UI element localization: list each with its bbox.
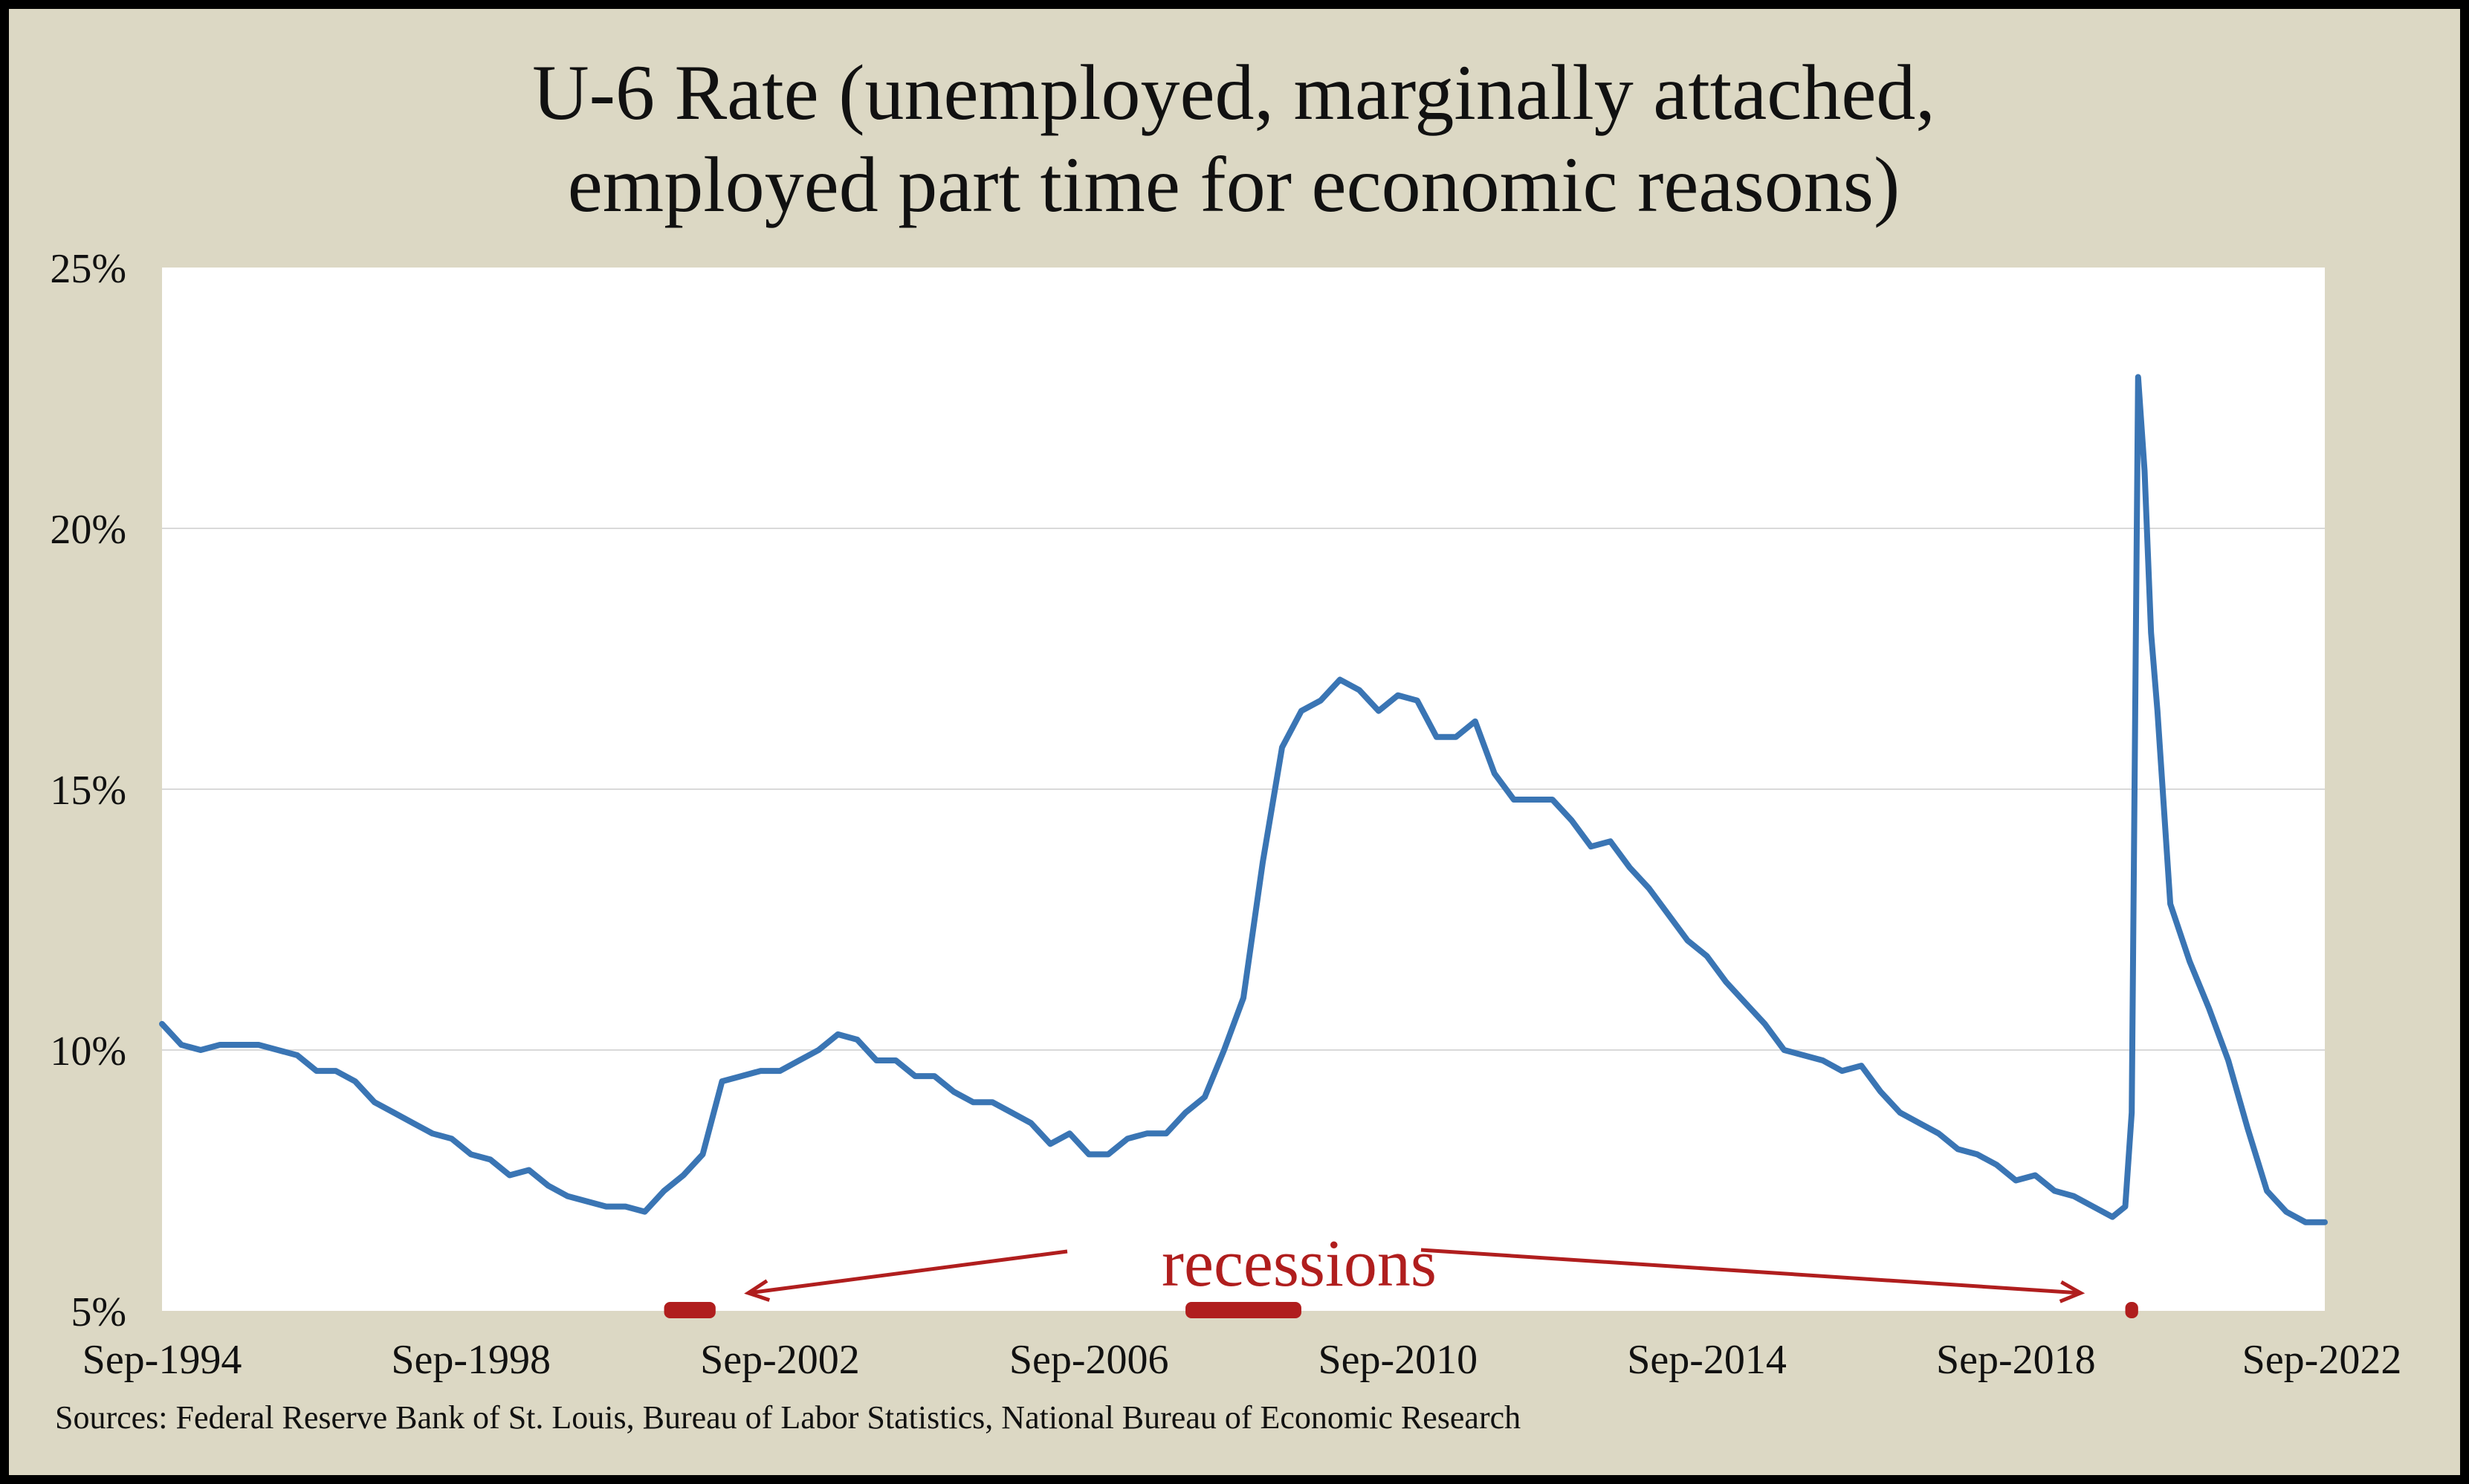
y-tick-label: 20% [50, 507, 126, 553]
recession-markers [664, 1302, 2138, 1318]
annotation-arrowhead [744, 1279, 771, 1302]
y-axis-tick-labels: 5% 10% 15% 20% 25% [50, 246, 126, 1335]
chart-title-line-1: U-6 Rate (unemployed, marginally attache… [532, 49, 1935, 136]
y-tick-label: 15% [50, 768, 126, 814]
x-axis-tick-labels: Sep-1994 Sep-1998 Sep-2002 Sep-2006 Sep-2010… [82, 1337, 2402, 1383]
x-tick-label: Sep-2022 [2242, 1337, 2402, 1383]
annotation-arrow [1420, 1248, 2081, 1295]
recession-marker [664, 1302, 716, 1318]
recessions-annotation: recessions [744, 1227, 2085, 1303]
recessions-label: recessions [1162, 1227, 1437, 1300]
x-tick-label: Sep-1998 [391, 1337, 551, 1383]
y-tick-label: 10% [50, 1028, 126, 1075]
u6-rate-chart: U-6 Rate (unemployed, marginally attache… [50, 49, 2402, 1436]
x-tick-label: Sep-2010 [1318, 1337, 1478, 1383]
annotation-arrowhead [2059, 1280, 2085, 1303]
y-tick-label: 5% [71, 1289, 126, 1335]
annotation-arrow [748, 1249, 1068, 1295]
gridlines [162, 528, 2325, 1051]
x-tick-label: Sep-2002 [700, 1337, 860, 1383]
x-tick-label: Sep-2018 [1936, 1337, 2096, 1383]
source-note: Sources: Federal Reserve Bank of St. Lou… [55, 1399, 1521, 1436]
x-tick-label: Sep-2006 [1009, 1337, 1169, 1383]
chart-frame: U-6 Rate (unemployed, marginally attache… [9, 9, 2460, 1475]
x-tick-label: Sep-2014 [1627, 1337, 1787, 1383]
recession-marker [1185, 1302, 1301, 1318]
series-lines [159, 374, 2328, 1225]
x-tick-label: Sep-1994 [82, 1337, 242, 1383]
y-tick-label: 25% [50, 246, 126, 292]
chart-title-line-2: employed part time for economic reasons) [568, 141, 1900, 228]
recession-marker [2125, 1302, 2138, 1318]
series-line [159, 374, 2328, 1225]
